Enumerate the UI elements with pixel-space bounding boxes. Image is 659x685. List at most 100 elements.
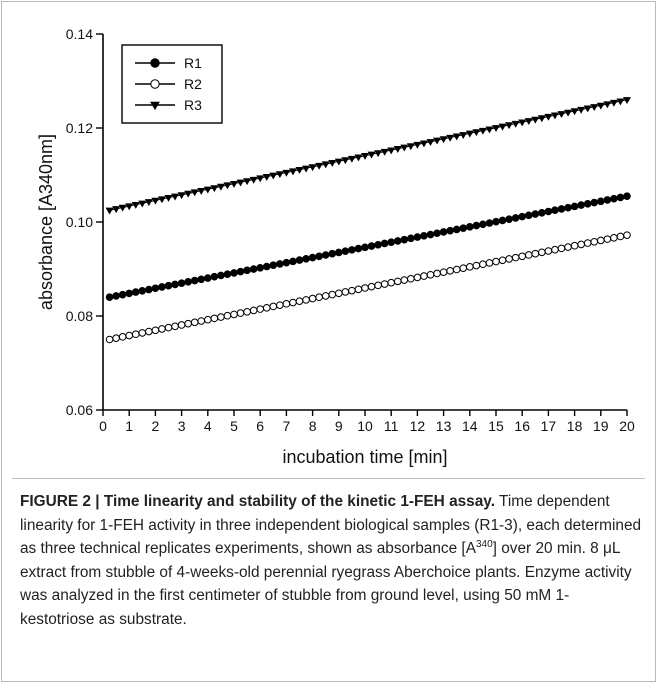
data-point-r3 [544, 113, 553, 121]
data-point-r1 [610, 194, 618, 203]
data-point-r3 [216, 183, 225, 191]
data-point-r3 [426, 139, 435, 146]
data-point-r1 [204, 274, 212, 282]
data-point-r3 [105, 207, 114, 215]
data-point-r1 [511, 214, 520, 222]
data-point-r2 [446, 267, 454, 275]
data-point-r1 [616, 193, 625, 202]
data-point-r3 [433, 137, 442, 145]
data-point-r2 [439, 268, 448, 276]
data-point-r3 [177, 192, 186, 200]
data-point-r3 [419, 140, 428, 148]
data-point-r2 [105, 335, 114, 344]
data-point-r1 [354, 244, 363, 253]
data-point-r2 [393, 277, 402, 286]
data-point-r2 [184, 319, 192, 328]
y-tick-label: 0.06 [66, 402, 93, 418]
y-tick-label: 0.14 [66, 26, 93, 42]
data-point-r1 [420, 232, 428, 240]
data-point-r2 [197, 317, 206, 325]
data-point-r1 [262, 262, 271, 271]
data-point-r1 [177, 279, 186, 287]
data-point-r2 [262, 304, 271, 312]
data-point-r3 [393, 146, 402, 153]
data-point-r3 [590, 104, 599, 112]
data-point-r3 [302, 165, 311, 173]
data-point-r1 [158, 283, 166, 291]
data-point-r1 [597, 197, 605, 206]
data-point-r3 [492, 125, 500, 132]
data-point-r1 [590, 198, 599, 207]
data-point-r1 [433, 229, 441, 238]
data-point-r2 [524, 251, 533, 259]
data-point-r1 [459, 224, 468, 232]
data-point-r3 [203, 186, 212, 194]
x-tick-label: 18 [567, 418, 583, 434]
x-tick-label: 7 [283, 418, 291, 434]
data-point-r1 [223, 270, 232, 278]
data-point-r1 [321, 251, 330, 259]
data-point-r1 [452, 225, 461, 234]
data-point-r1 [564, 203, 572, 212]
data-point-r2 [557, 244, 566, 253]
data-point-r3 [531, 116, 540, 124]
data-point-r2 [459, 264, 468, 272]
data-point-r3 [478, 127, 487, 135]
data-point-r3 [465, 130, 474, 138]
caption-superscript: 340 [475, 538, 493, 550]
data-point-r1 [400, 235, 409, 244]
data-point-r1 [538, 208, 546, 217]
data-point-r3 [505, 122, 514, 130]
data-point-r1 [524, 211, 533, 220]
data-point-r3 [262, 174, 271, 181]
data-point-r3 [308, 164, 317, 172]
data-point-r3 [387, 147, 396, 155]
data-point-r1 [380, 239, 389, 248]
data-point-r2 [380, 280, 389, 288]
data-point-r2 [420, 272, 428, 280]
data-point-r3 [367, 151, 376, 159]
data-point-r2 [407, 274, 415, 283]
data-point-r3 [295, 167, 304, 174]
x-tick-label: 12 [410, 418, 426, 434]
data-point-r3 [623, 97, 631, 105]
legend-marker-r2 [150, 79, 160, 89]
data-point-r2 [243, 307, 251, 316]
x-tick-label: 1 [125, 418, 133, 434]
data-point-r2 [217, 313, 225, 321]
data-point-r3 [413, 141, 422, 149]
data-point-r1 [145, 285, 153, 294]
data-point-r1 [413, 233, 422, 241]
data-point-r2 [610, 234, 618, 242]
data-point-r2 [387, 278, 396, 287]
data-point-r1 [125, 289, 133, 298]
data-point-r2 [164, 323, 173, 332]
data-point-r2 [485, 259, 494, 267]
data-point-r2 [603, 235, 612, 243]
data-point-r1 [217, 271, 225, 280]
data-point-r1 [308, 253, 317, 262]
data-point-r2 [583, 239, 592, 247]
data-point-r1 [544, 207, 553, 216]
x-tick-label: 14 [462, 418, 478, 434]
data-point-r1 [190, 276, 199, 285]
data-point-r2 [328, 290, 337, 299]
data-point-r3 [609, 99, 618, 107]
x-tick-label: 6 [256, 418, 264, 434]
data-point-r3 [498, 123, 507, 131]
data-point-r2 [597, 236, 605, 245]
x-tick-label: 16 [514, 418, 530, 434]
data-point-r2 [151, 326, 160, 335]
data-point-r1 [505, 215, 513, 223]
data-point-r2 [308, 294, 317, 303]
data-point-r2 [295, 297, 304, 305]
data-point-r3 [164, 194, 173, 202]
data-point-r2 [112, 334, 120, 342]
data-point-r2 [249, 306, 258, 315]
y-tick-label: 0.12 [66, 120, 93, 136]
figure-caption: FIGURE 2 | Time linearity and stability … [20, 490, 642, 631]
data-point-r1 [302, 255, 310, 263]
data-point-r2 [492, 257, 500, 266]
legend-label-r3: R3 [184, 97, 202, 113]
data-point-r1 [603, 196, 612, 204]
